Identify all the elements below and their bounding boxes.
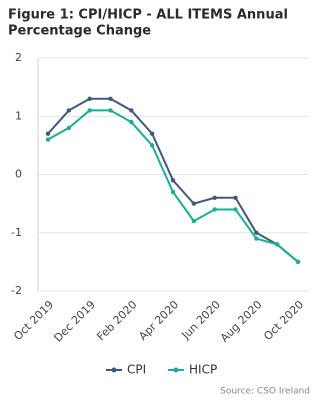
data-point bbox=[212, 195, 217, 200]
data-point bbox=[170, 189, 176, 195]
y-tick-label: 0 bbox=[15, 168, 22, 181]
data-point bbox=[66, 125, 72, 131]
series-line bbox=[47, 109, 299, 263]
data-point bbox=[149, 131, 155, 136]
data-point bbox=[170, 178, 176, 183]
data-point bbox=[212, 207, 217, 212]
data-point bbox=[254, 236, 259, 241]
data-point bbox=[66, 108, 72, 113]
data-point bbox=[149, 143, 155, 148]
data-point bbox=[129, 108, 134, 113]
data-point bbox=[191, 218, 197, 224]
data-point bbox=[233, 207, 238, 212]
legend-marker bbox=[173, 367, 179, 373]
legend-label: HICP bbox=[189, 363, 217, 377]
data-point bbox=[295, 259, 301, 265]
y-tick-label: 1 bbox=[15, 109, 22, 122]
x-tick-label: Apr 2020 bbox=[136, 298, 181, 343]
x-tick-label: Oct 2020 bbox=[261, 298, 306, 343]
chart-title: Figure 1: CPI/HICP - ALL ITEMS Annual bbox=[8, 8, 288, 23]
x-tick-label: Oct 2019 bbox=[11, 298, 56, 343]
data-point bbox=[108, 108, 113, 113]
x-tick-label: Dec 2019 bbox=[51, 298, 98, 345]
source: Source: CSO Ireland bbox=[220, 387, 310, 397]
data-point bbox=[45, 137, 51, 142]
data-point bbox=[87, 108, 92, 113]
chart-subtitle: Percentage Change bbox=[8, 24, 151, 39]
data-point bbox=[129, 119, 134, 125]
data-point bbox=[191, 201, 197, 206]
data-point bbox=[233, 195, 238, 200]
y-tick-label: 2 bbox=[15, 51, 22, 64]
y-tick-label: -1 bbox=[11, 226, 22, 239]
y-tick-label: -2 bbox=[11, 284, 22, 297]
data-point bbox=[45, 131, 51, 136]
legend-marker bbox=[111, 367, 117, 373]
legend-label: CPI bbox=[127, 363, 146, 377]
data-point bbox=[87, 96, 92, 101]
x-tick-label: Aug 2020 bbox=[218, 298, 265, 345]
data-point bbox=[274, 242, 280, 247]
data-point bbox=[108, 96, 113, 101]
x-tick-label: Jun 2020 bbox=[179, 298, 223, 342]
data-point bbox=[254, 230, 259, 235]
x-tick-label: Feb 2020 bbox=[94, 298, 139, 343]
